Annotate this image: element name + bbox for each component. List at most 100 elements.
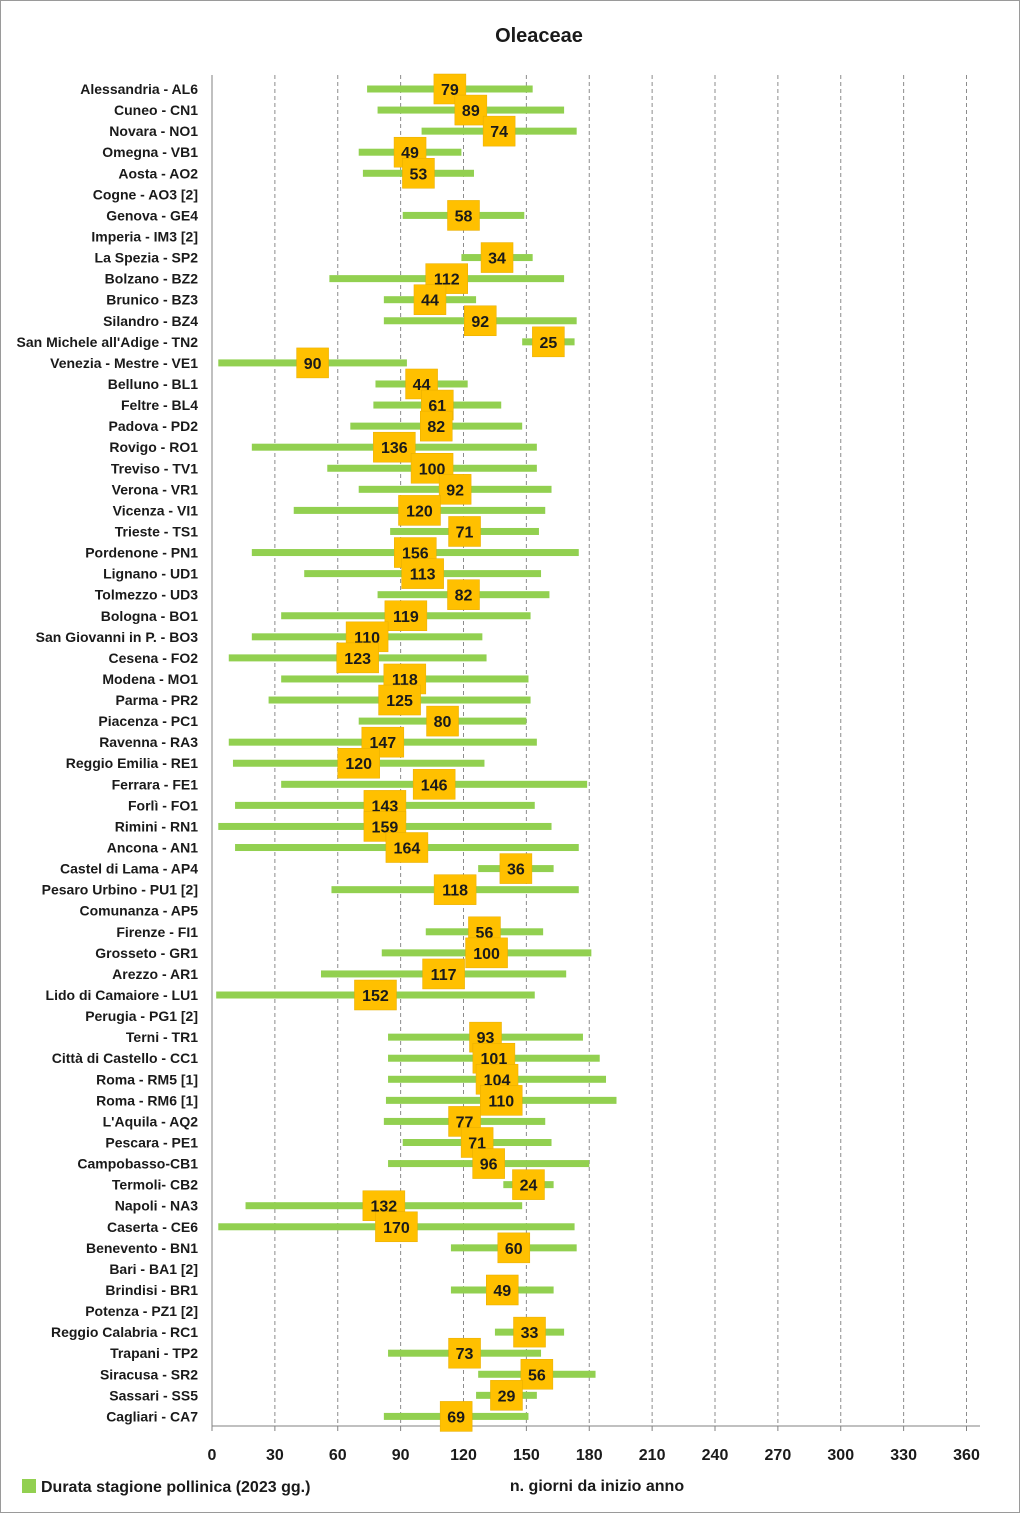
duration-label-bg bbox=[532, 326, 565, 358]
duration-label-box: 96 bbox=[472, 1148, 505, 1179]
duration-label-box: 120 bbox=[398, 495, 441, 526]
duration-label: 164 bbox=[394, 841, 421, 858]
station-label: Belluno - BL1 bbox=[108, 376, 198, 392]
duration-label-box: 146 bbox=[412, 769, 456, 800]
duration-label-box: 82 bbox=[447, 579, 480, 610]
duration-label: 92 bbox=[471, 314, 489, 331]
duration-label: 60 bbox=[505, 1241, 523, 1258]
duration-label-box: 118 bbox=[433, 874, 477, 905]
duration-label: 156 bbox=[402, 546, 429, 563]
duration-label: 119 bbox=[393, 609, 419, 626]
duration-label: 146 bbox=[421, 777, 448, 794]
duration-label: 110 bbox=[354, 630, 380, 647]
duration-label-box: 71 bbox=[448, 516, 481, 547]
station-label: Cuneo - CN1 bbox=[114, 102, 198, 118]
station-label: Treviso - TV1 bbox=[111, 460, 198, 476]
station-label: Piacenza - PC1 bbox=[98, 713, 198, 729]
chart-title: Oleaceae bbox=[495, 25, 583, 47]
duration-label: 170 bbox=[383, 1220, 410, 1237]
duration-label: 71 bbox=[456, 524, 474, 541]
duration-label-box: 69 bbox=[439, 1401, 473, 1432]
station-label: Padova - PD2 bbox=[109, 418, 199, 434]
duration-label-box: 89 bbox=[454, 94, 488, 126]
x-axis-ticks: 0 30 60 90 120 150 180 210 240 270 300 330 360 bbox=[208, 1426, 980, 1464]
duration-label: 132 bbox=[371, 1199, 398, 1216]
duration-label-bg bbox=[520, 1359, 554, 1390]
station-label: Forlì - FO1 bbox=[128, 797, 198, 813]
station-label: Arezzo - AR1 bbox=[112, 966, 198, 982]
duration-label-bg bbox=[426, 705, 459, 737]
duration-label-bg bbox=[422, 958, 465, 990]
station-label: Feltre - BL4 bbox=[121, 397, 198, 413]
duration-label-box: 25 bbox=[532, 326, 565, 358]
x-axis-title: n. giorni da inizio anno bbox=[510, 1478, 684, 1495]
station-label: Imperia - IM3 [2] bbox=[91, 228, 198, 244]
station-label: Bologna - BO1 bbox=[101, 608, 198, 624]
duration-label-bg bbox=[420, 410, 453, 442]
station-label: Bari - BA1 [2] bbox=[109, 1261, 198, 1277]
duration-label-box: 60 bbox=[497, 1232, 531, 1264]
duration-label-box: 125 bbox=[378, 684, 421, 716]
duration-label-bg bbox=[439, 1401, 473, 1432]
duration-label-box: 112 bbox=[425, 263, 468, 294]
station-label: Parma - PR2 bbox=[116, 692, 199, 708]
duration-label-box: 170 bbox=[375, 1211, 418, 1243]
x-tick-label: 240 bbox=[702, 1447, 729, 1464]
duration-label-bg bbox=[472, 1148, 505, 1179]
station-label: Pescara - PE1 bbox=[105, 1135, 198, 1151]
station-label: Grosseto - GR1 bbox=[95, 945, 198, 961]
station-label: Tolmezzo - UD3 bbox=[95, 587, 198, 603]
duration-label-box: 117 bbox=[422, 958, 465, 990]
duration-label-box: 56 bbox=[520, 1359, 554, 1390]
duration-label: 49 bbox=[493, 1283, 511, 1300]
duration-label: 34 bbox=[488, 251, 506, 268]
duration-label: 136 bbox=[381, 440, 408, 457]
duration-label-box: 123 bbox=[336, 642, 379, 674]
station-label: L'Aquila - AQ2 bbox=[103, 1113, 199, 1129]
duration-label: 100 bbox=[419, 461, 446, 478]
duration-label-box: 82 bbox=[420, 410, 453, 442]
duration-label-box: 36 bbox=[499, 853, 533, 884]
duration-label: 125 bbox=[386, 693, 413, 710]
station-label: Siracusa - SR2 bbox=[100, 1366, 198, 1382]
duration-label: 77 bbox=[456, 1114, 474, 1131]
station-label: Venezia - Mestre - VE1 bbox=[50, 355, 198, 371]
duration-label-box: 92 bbox=[438, 474, 472, 505]
station-label: Verona - VR1 bbox=[112, 481, 199, 497]
station-label: Ravenna - RA3 bbox=[99, 734, 198, 750]
duration-label-bg bbox=[354, 979, 397, 1011]
station-labels: Alessandria - AL6 Cuneo - CN1 Novara - NO1… bbox=[17, 81, 199, 1424]
station-label: Pesaro Urbino - PU1 [2] bbox=[42, 882, 198, 898]
duration-label: 96 bbox=[480, 1157, 498, 1174]
duration-label: 92 bbox=[446, 482, 464, 499]
duration-label-bg bbox=[513, 1316, 546, 1348]
station-label: Lido di Camaiore - LU1 bbox=[46, 987, 199, 1003]
duration-label: 120 bbox=[345, 756, 372, 773]
duration-label: 100 bbox=[473, 946, 500, 963]
duration-label: 90 bbox=[304, 356, 322, 373]
station-label: Trieste - TS1 bbox=[115, 523, 198, 539]
duration-label: 118 bbox=[392, 672, 418, 689]
duration-label: 104 bbox=[484, 1072, 511, 1089]
duration-label-bg bbox=[402, 158, 435, 189]
station-label: Reggio Calabria - RC1 bbox=[51, 1324, 198, 1340]
duration-label: 101 bbox=[481, 1051, 508, 1068]
station-label: Cesena - FO2 bbox=[109, 650, 199, 666]
station-label: Rimini - RN1 bbox=[115, 818, 198, 834]
duration-label: 113 bbox=[410, 567, 436, 584]
duration-label: 74 bbox=[490, 124, 508, 141]
x-tick-label: 150 bbox=[513, 1447, 540, 1464]
duration-label: 82 bbox=[427, 419, 445, 436]
duration-label-bg bbox=[447, 200, 480, 231]
station-label: Brunico - BZ3 bbox=[106, 292, 198, 308]
station-label: Novara - NO1 bbox=[109, 123, 198, 139]
duration-label: 152 bbox=[362, 988, 389, 1005]
duration-label-bg bbox=[454, 94, 488, 126]
station-label: Roma - RM5 [1] bbox=[96, 1071, 198, 1087]
duration-label: 112 bbox=[434, 272, 460, 289]
duration-label: 24 bbox=[520, 1178, 538, 1195]
duration-label: 80 bbox=[434, 714, 452, 731]
duration-label-box: 120 bbox=[337, 747, 380, 779]
